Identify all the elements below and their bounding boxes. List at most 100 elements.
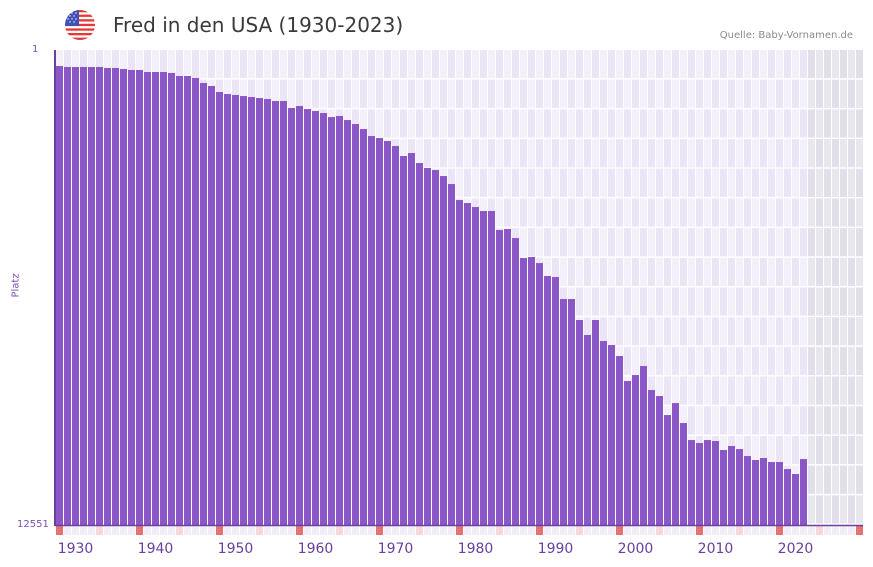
bar-1986 xyxy=(520,258,527,525)
bar-2005 xyxy=(672,403,679,525)
bar-2017 xyxy=(768,462,775,525)
x-tick-1940: 1940 xyxy=(137,541,174,557)
bar-1991 xyxy=(560,299,567,525)
bar-1970 xyxy=(392,146,399,525)
x-tick-2010: 2010 xyxy=(697,541,734,557)
bar-1945 xyxy=(192,77,199,525)
bar-1985 xyxy=(512,238,519,526)
bar-1934 xyxy=(104,67,111,525)
bar-2021 xyxy=(800,459,807,525)
bar-1952 xyxy=(248,97,255,525)
bar-1997 xyxy=(608,345,615,525)
bar-1968 xyxy=(376,138,383,525)
bar-2012 xyxy=(728,446,735,525)
x-tick-1990: 1990 xyxy=(537,541,574,557)
bar-1957 xyxy=(288,108,295,525)
bar-2003 xyxy=(656,396,663,525)
x-tick-1950: 1950 xyxy=(217,541,254,557)
bar-2016 xyxy=(760,458,767,525)
bar-2008 xyxy=(696,443,703,525)
bar-1936 xyxy=(120,69,127,525)
bar-1964 xyxy=(344,120,351,525)
bar-2002 xyxy=(648,390,655,525)
bar-1996 xyxy=(600,341,607,525)
bar-1993 xyxy=(576,320,583,525)
bar-1946 xyxy=(200,83,207,526)
bar-1935 xyxy=(112,67,119,525)
bar-2011 xyxy=(720,450,727,525)
bar-1979 xyxy=(464,203,471,525)
bar-1977 xyxy=(448,184,455,525)
bar-1937 xyxy=(128,69,135,525)
bar-1971 xyxy=(400,156,407,525)
bar-1956 xyxy=(280,101,287,525)
bar-2015 xyxy=(752,460,759,525)
bar-1958 xyxy=(296,106,303,526)
x-tick-1930: 1930 xyxy=(57,541,94,557)
bar-2009 xyxy=(704,440,711,525)
bar-1967 xyxy=(368,136,375,525)
bar-1966 xyxy=(360,129,367,525)
y-tick-bottom: 12551 xyxy=(17,519,49,530)
bar-1953 xyxy=(256,98,263,525)
bar-1951 xyxy=(240,96,247,526)
bar-1963 xyxy=(336,116,343,525)
bar-1976 xyxy=(440,176,447,525)
x-tick-1980: 1980 xyxy=(457,541,494,557)
bar-1943 xyxy=(176,76,183,526)
bar-1954 xyxy=(264,99,271,525)
bar-2000 xyxy=(632,375,639,525)
bar-1975 xyxy=(432,170,439,525)
bar-1972 xyxy=(408,153,415,525)
x-tick-1960: 1960 xyxy=(297,541,334,557)
bar-1969 xyxy=(384,141,391,526)
bar-1992 xyxy=(568,299,575,525)
bar-1959 xyxy=(304,109,311,525)
bar-1980 xyxy=(472,207,479,525)
bar-2019 xyxy=(784,469,791,525)
bar-1965 xyxy=(352,124,359,526)
bar-1978 xyxy=(456,200,463,526)
bar-1930 xyxy=(72,66,79,526)
bar-1938 xyxy=(136,69,143,525)
bar-2010 xyxy=(712,441,719,525)
bar-1983 xyxy=(496,230,503,525)
bar-1944 xyxy=(184,76,191,526)
y-tick-top: 1 xyxy=(32,44,39,55)
bar-1998 xyxy=(616,356,623,525)
x-tick-2020: 2020 xyxy=(777,541,814,557)
bar-1931 xyxy=(80,66,87,526)
bar-2013 xyxy=(736,449,743,525)
bar-1933 xyxy=(96,66,103,526)
bar-1929 xyxy=(64,66,71,526)
bar-2014 xyxy=(744,456,751,525)
bar-1947 xyxy=(208,85,215,526)
source-credit: Quelle: Baby-Vornamen.de xyxy=(719,30,853,41)
bar-1941 xyxy=(160,71,167,525)
x-tick-2000: 2000 xyxy=(617,541,654,557)
bar-2018 xyxy=(776,462,783,525)
bar-1942 xyxy=(168,72,175,525)
bar-1949 xyxy=(224,94,231,525)
us-flag-icon xyxy=(65,10,95,40)
bar-1939 xyxy=(144,71,151,525)
bar-1928 xyxy=(56,66,63,526)
bar-1990 xyxy=(552,277,559,525)
bar-1973 xyxy=(416,163,423,525)
bar-1955 xyxy=(272,101,279,525)
bar-2007 xyxy=(688,440,695,525)
bar-2001 xyxy=(640,366,647,525)
bar-1932 xyxy=(88,66,95,526)
bar-2004 xyxy=(664,415,671,525)
bar-1988 xyxy=(536,263,543,525)
bar-1960 xyxy=(312,111,319,525)
chart-title: Fred in den USA (1930-2023) xyxy=(113,13,404,37)
bar-2020 xyxy=(792,474,799,525)
bar-1984 xyxy=(504,229,511,525)
bar-1961 xyxy=(320,113,327,525)
bar-1940 xyxy=(152,71,159,525)
bar-1948 xyxy=(216,92,223,525)
x-tick-1970: 1970 xyxy=(377,541,414,557)
bar-1962 xyxy=(328,117,335,525)
